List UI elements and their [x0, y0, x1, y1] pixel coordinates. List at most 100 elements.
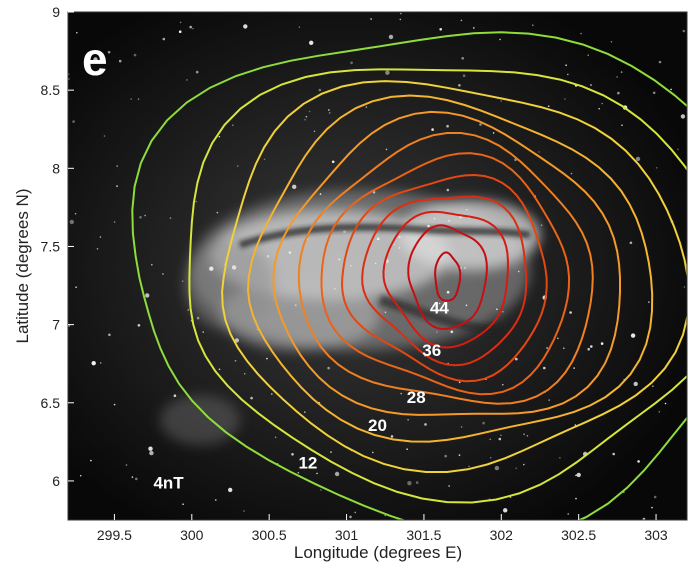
- star: [502, 310, 504, 313]
- star: [263, 158, 266, 161]
- star: [464, 267, 466, 269]
- star: [407, 419, 409, 421]
- star: [444, 454, 448, 458]
- x-tick-label-1: 300: [180, 527, 204, 543]
- star: [438, 302, 441, 305]
- y-tick-label-2: 7: [52, 317, 60, 333]
- x-tick-label-6: 302.5: [561, 527, 596, 543]
- star: [567, 73, 569, 76]
- star: [637, 460, 640, 463]
- star: [231, 265, 237, 270]
- star: [620, 71, 623, 73]
- star: [406, 448, 408, 451]
- star: [173, 394, 177, 398]
- contour-16: [246, 94, 654, 443]
- x-tick-label-2: 300.5: [252, 527, 287, 543]
- star: [494, 465, 500, 471]
- star: [573, 367, 575, 369]
- contour-24: [297, 132, 594, 405]
- star: [116, 165, 118, 167]
- y-axis: 6 6.5 7 7.5 8 8.5 9: [41, 4, 74, 489]
- star: [118, 59, 122, 63]
- star: [113, 221, 116, 223]
- star: [243, 510, 245, 512]
- star: [648, 301, 650, 303]
- star: [399, 18, 402, 21]
- star: [601, 102, 603, 105]
- star: [271, 393, 273, 395]
- star: [139, 216, 142, 219]
- star: [137, 98, 140, 100]
- star: [563, 347, 565, 350]
- star: [113, 403, 116, 406]
- contour-36: [361, 195, 528, 367]
- contour-12: [221, 80, 687, 473]
- star: [209, 266, 214, 271]
- star: [349, 515, 352, 519]
- star: [590, 345, 593, 348]
- star: [415, 481, 419, 484]
- star: [460, 19, 463, 22]
- star: [76, 31, 78, 34]
- y-tick-label-1: 6.5: [41, 395, 61, 411]
- star: [295, 304, 297, 307]
- star: [407, 481, 412, 486]
- star: [162, 273, 164, 275]
- star: [460, 426, 463, 428]
- star: [266, 254, 270, 258]
- star: [107, 50, 111, 54]
- star: [515, 357, 518, 361]
- star: [458, 454, 461, 456]
- star: [658, 60, 662, 64]
- star: [133, 53, 137, 57]
- star: [72, 120, 75, 123]
- y-tick-label-4: 8: [52, 160, 60, 176]
- star: [446, 188, 450, 192]
- star: [610, 41, 613, 43]
- contour-40: [382, 210, 510, 349]
- star: [384, 311, 387, 314]
- contour-label-4: 36: [422, 341, 441, 360]
- star: [232, 124, 234, 126]
- star: [308, 110, 311, 113]
- star: [538, 151, 540, 153]
- star: [370, 18, 372, 20]
- star: [130, 98, 132, 100]
- star: [328, 109, 330, 111]
- star: [334, 288, 336, 290]
- star: [635, 156, 641, 162]
- star: [305, 115, 308, 118]
- star: [677, 148, 679, 150]
- star: [629, 241, 633, 245]
- star: [288, 251, 292, 254]
- y-tick-label-0: 6: [52, 473, 60, 489]
- star: [250, 396, 253, 400]
- contour-label-1: 12: [298, 453, 317, 472]
- star: [515, 467, 517, 470]
- star: [523, 433, 525, 436]
- star: [292, 184, 297, 189]
- star: [372, 191, 376, 194]
- x-tick-label-7: 303: [644, 527, 668, 543]
- star: [448, 485, 450, 487]
- star: [479, 123, 482, 126]
- star: [297, 472, 300, 474]
- y-tick-label-5: 8.5: [41, 82, 61, 98]
- star: [189, 25, 192, 29]
- star: [564, 98, 566, 100]
- star: [75, 286, 77, 289]
- star: [195, 200, 197, 203]
- star: [195, 70, 199, 74]
- star: [145, 293, 150, 298]
- star: [630, 333, 636, 338]
- star: [547, 105, 550, 107]
- star: [517, 270, 520, 273]
- star: [489, 438, 492, 441]
- star: [187, 309, 190, 311]
- star: [316, 472, 318, 475]
- star: [446, 290, 450, 294]
- star: [125, 464, 128, 466]
- star: [215, 499, 217, 501]
- star: [298, 26, 301, 28]
